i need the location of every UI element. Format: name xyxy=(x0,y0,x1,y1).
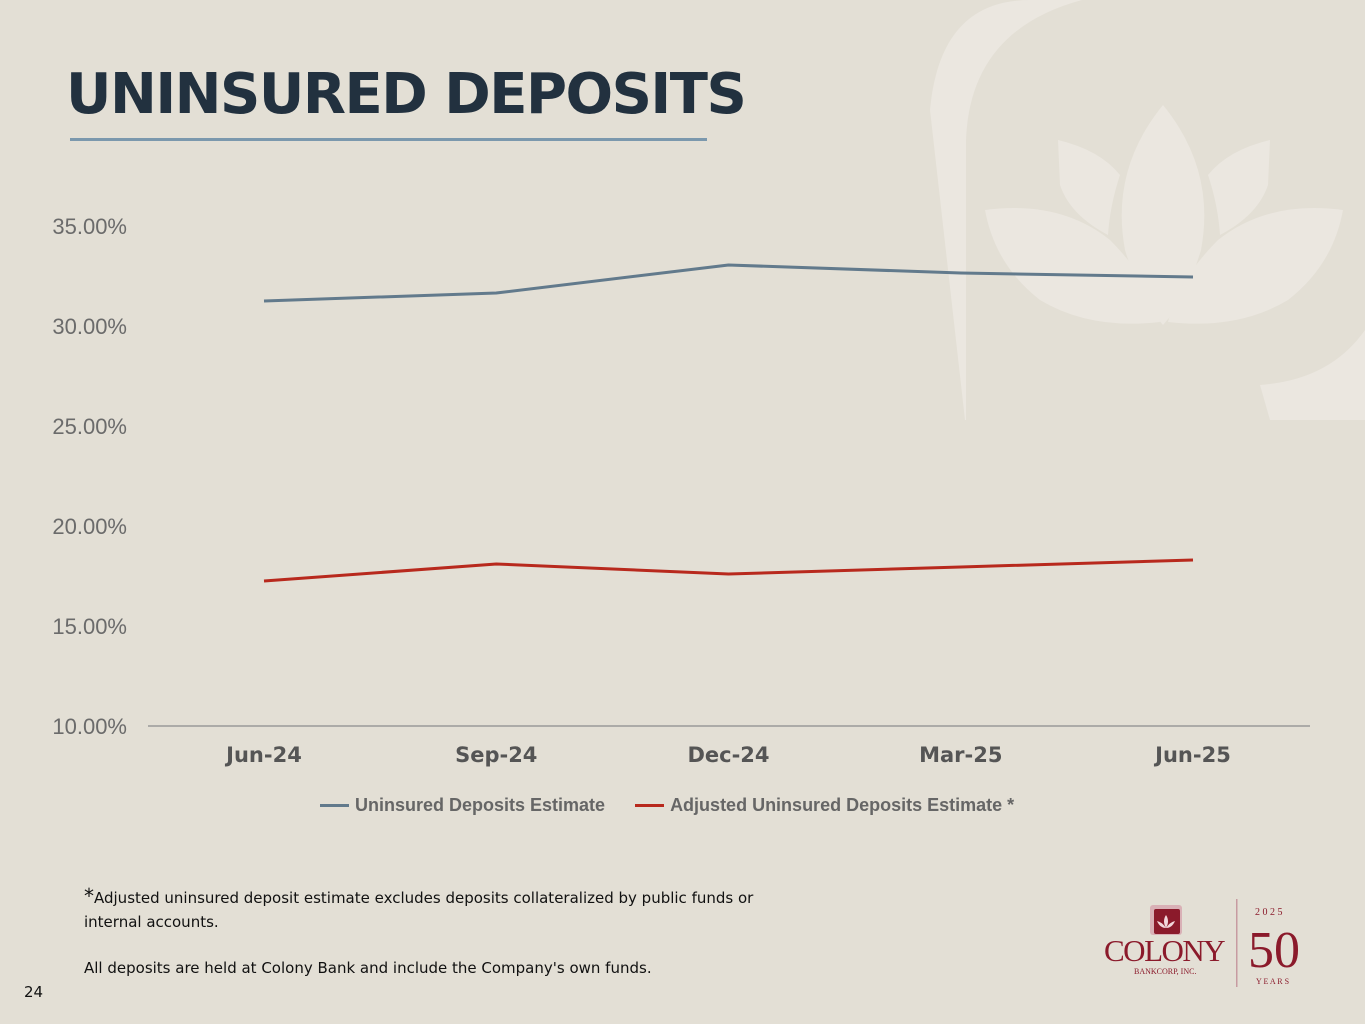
x-tick-label: Dec-24 xyxy=(687,743,769,767)
legend-item-adjusted: Adjusted Uninsured Deposits Estimate * xyxy=(635,795,1014,816)
lotus-logo-icon xyxy=(1150,905,1182,935)
logo-year: 2 0 2 5 xyxy=(1255,907,1283,918)
footnote-asterisk: * xyxy=(84,884,94,908)
y-tick-label: 25.00% xyxy=(52,414,127,439)
x-tick-label: Jun-25 xyxy=(1153,743,1231,767)
legend-swatch-adjusted xyxy=(635,804,665,807)
x-tick-label: Sep-24 xyxy=(455,743,537,767)
logo-anniversary: 50 xyxy=(1248,922,1300,979)
logo-years-label: Y E A R S xyxy=(1256,977,1289,986)
line-chart: 10.00% 15.00% 20.00% 25.00% 30.00% 35.00% Jun-… xyxy=(52,214,1310,767)
y-tick-label: 30.00% xyxy=(52,314,127,339)
legend-label-uninsured: Uninsured Deposits Estimate xyxy=(355,795,606,815)
legend-item-uninsured: Uninsured Deposits Estimate xyxy=(320,795,605,816)
legend-swatch-uninsured xyxy=(320,804,349,807)
series-line-2 xyxy=(263,558,1194,583)
colony-logo: COLONY BANKCORP, INC. 2 0 2 5 50 Y E A R… xyxy=(1104,899,1300,987)
y-tick-label: 20.00% xyxy=(52,514,127,539)
page-title: UNINSURED DEPOSITS xyxy=(66,62,747,127)
x-tick-label: Mar-25 xyxy=(919,743,1002,767)
title-underline xyxy=(70,138,707,141)
y-tick-label: 10.00% xyxy=(52,714,127,739)
x-tick-label: Jun-24 xyxy=(224,743,302,767)
logo-wordmark: COLONY xyxy=(1104,933,1225,968)
logo-subtitle: BANKCORP, INC. xyxy=(1134,967,1196,976)
y-tick-label: 15.00% xyxy=(52,614,127,639)
legend-label-adjusted: Adjusted Uninsured Deposits Estimate * xyxy=(670,795,1015,815)
y-tick-label: 35.00% xyxy=(52,214,127,239)
footnote-deposits-note: All deposits are held at Colony Bank and… xyxy=(84,959,652,977)
page-number: 24 xyxy=(24,983,44,1001)
series-line-1 xyxy=(263,263,1194,303)
footnote-text: Adjusted uninsured deposit estimate excl… xyxy=(84,889,754,931)
chart-legend: Uninsured Deposits Estimate Adjusted Uni… xyxy=(320,795,1014,816)
footnote: *Adjusted uninsured deposit estimate exc… xyxy=(84,884,804,980)
